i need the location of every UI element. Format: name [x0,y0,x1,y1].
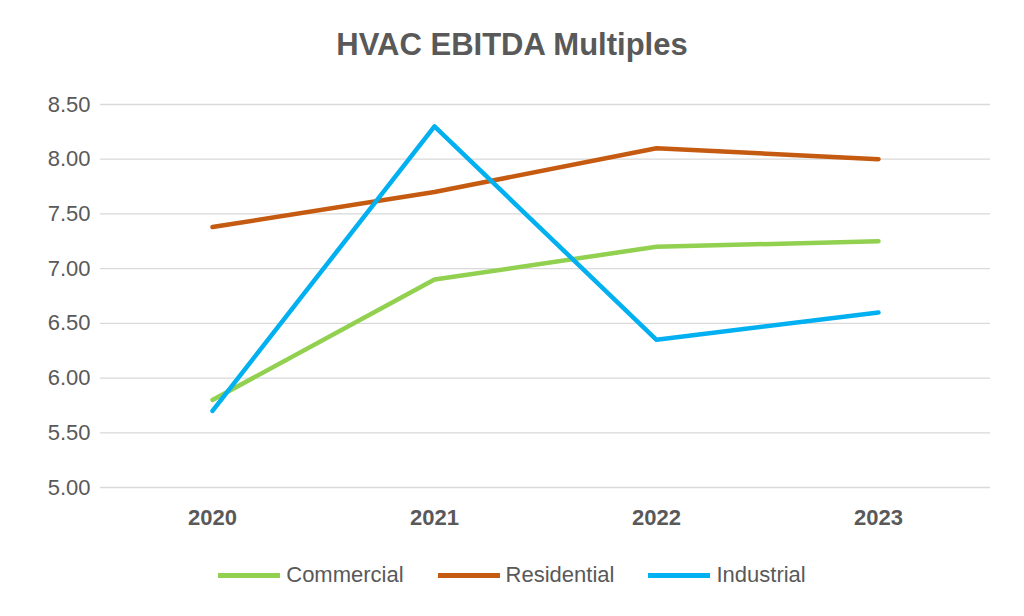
svg-text:7.50: 7.50 [48,201,91,226]
svg-text:6.00: 6.00 [48,365,91,390]
svg-text:2022: 2022 [632,505,681,530]
html-text:Industrial: Industrial [716,562,806,587]
html-text:Commercial: Commercial [286,562,404,587]
svg-text:2023: 2023 [854,505,903,530]
svg-text:5.00: 5.00 [48,475,91,500]
svg-text:5.50: 5.50 [48,420,91,445]
svg-text:2021: 2021 [410,505,459,530]
html-text:HVAC EBITDA Multiples: HVAC EBITDA Multiples [336,27,688,62]
svg-text:8.00: 8.00 [48,146,91,171]
svg-text:8.50: 8.50 [48,92,91,117]
svg-text:7.00: 7.00 [48,256,91,281]
svg-text:6.50: 6.50 [48,310,91,335]
html-text:Residential: Residential [505,562,615,587]
svg-text:2020: 2020 [188,505,237,530]
